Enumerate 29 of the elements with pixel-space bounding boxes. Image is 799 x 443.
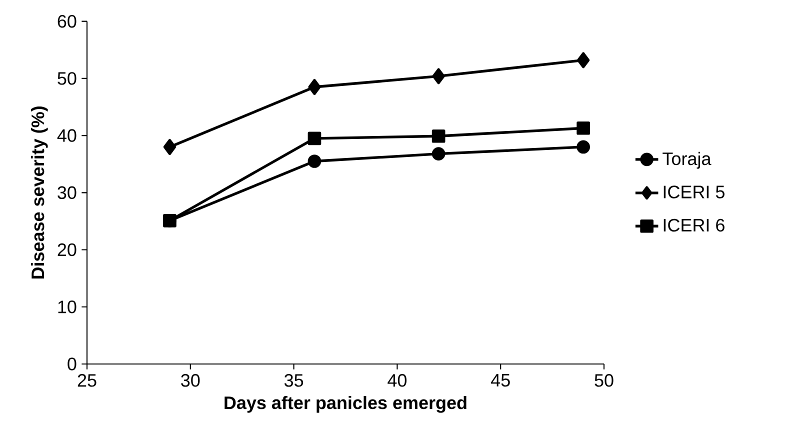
x-tick-label: 30: [181, 374, 200, 387]
point: [308, 154, 322, 168]
point: [308, 132, 322, 146]
legend-label: ICERI 5: [664, 186, 724, 198]
legend-label: Toraja: [662, 152, 712, 169]
x-tick-label: 45: [491, 374, 510, 387]
x-tick-label: 25: [78, 374, 96, 387]
point: [432, 129, 446, 143]
y-tick-label: 0: [68, 358, 76, 370]
y-tick-label: 40: [57, 129, 76, 142]
x-tick-label: 40: [388, 374, 407, 387]
x-tick-label: 50: [594, 374, 614, 387]
point: [432, 147, 446, 160]
y-tick-label: 20: [58, 243, 76, 256]
point: [576, 140, 590, 154]
y-axis-title: Disease severity (%): [31, 106, 48, 279]
point: [163, 214, 176, 228]
y-tick-label: 60: [58, 14, 76, 28]
point: [576, 121, 590, 135]
x-tick-label: 35: [284, 374, 304, 387]
point: [308, 79, 321, 96]
point: [576, 52, 590, 68]
y-tick-label: 50: [58, 72, 76, 85]
y-tick-label: 10: [58, 300, 76, 314]
point: [163, 138, 176, 155]
point: [432, 68, 445, 84]
x-axis-title: Days after panicles emerged: [224, 396, 466, 413]
y-tick-label: 30: [58, 186, 76, 200]
legend-label: ICERI 6: [664, 218, 724, 232]
